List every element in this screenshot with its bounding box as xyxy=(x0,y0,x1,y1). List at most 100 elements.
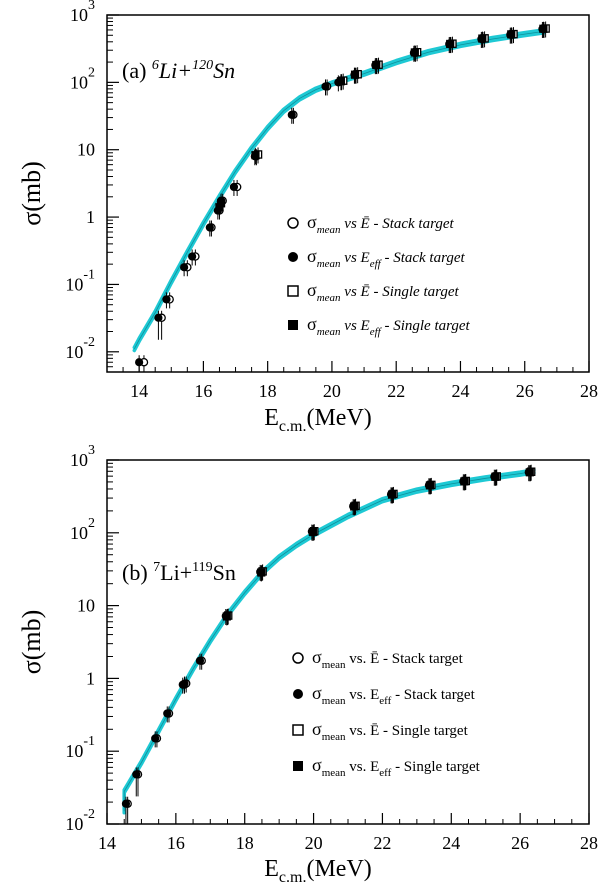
legend-energy-sub: eff xyxy=(370,326,383,338)
legend-label: σmean vs. Ē - Single target xyxy=(312,719,469,743)
fit-curve-center xyxy=(123,470,534,812)
legend-vs: vs. xyxy=(346,723,371,739)
legend-sigma: σ xyxy=(307,246,317,266)
x-tick-label: 20 xyxy=(305,833,323,853)
reaction-target: Sn xyxy=(213,58,235,83)
reaction-mass-1: 7 xyxy=(153,560,160,575)
y-tick-base: 10 xyxy=(70,450,88,470)
y-tick-exponent: -1 xyxy=(83,734,95,749)
data-point xyxy=(154,313,163,322)
x-axis-title-unit: (MeV) xyxy=(306,405,371,431)
legend-target: - Single target xyxy=(391,759,480,775)
data-point xyxy=(336,77,346,86)
data-point xyxy=(491,472,500,481)
data-point xyxy=(121,799,131,808)
y-tick-exponent: -2 xyxy=(83,807,95,822)
x-axis-title-sub: c.m. xyxy=(279,418,307,435)
legend-energy-sub: eff xyxy=(379,695,391,707)
series-filled-square xyxy=(215,21,548,217)
y-tick-base: 10 xyxy=(65,814,83,834)
legend-sigma-sub: mean xyxy=(322,767,346,779)
x-tick-label: 14 xyxy=(98,833,116,853)
y-tick-exponent: 2 xyxy=(88,516,95,531)
y-tick-label: 1 xyxy=(86,668,95,688)
legend-energy: E xyxy=(360,250,370,266)
fit-curve-lower xyxy=(122,471,536,815)
legend-sigma-sub: mean xyxy=(317,292,341,304)
legend-label: σmean vs Ē - Single target xyxy=(307,280,460,304)
data-point xyxy=(350,70,360,79)
x-axis-title-unit: (MeV) xyxy=(306,856,371,882)
x-tick-label: 14 xyxy=(130,381,148,401)
y-tick-exponent: 3 xyxy=(88,0,95,13)
y-tick-exponent: 3 xyxy=(88,443,95,458)
legend-sigma-sub: mean xyxy=(317,326,341,338)
legend-target: - Single target xyxy=(381,318,471,334)
legend-target: - Single target xyxy=(379,723,468,739)
legend-vs: vs. xyxy=(346,759,371,775)
y-tick-base: 10 xyxy=(70,72,88,92)
legend-marker-filled-square xyxy=(293,761,303,771)
y-tick-exponent: 2 xyxy=(88,65,95,80)
panel-label-letter: (a) xyxy=(122,58,152,83)
legend-energy-sub: eff xyxy=(370,258,383,270)
x-tick-label: 24 xyxy=(442,833,460,853)
legend-vs: vs. xyxy=(346,651,371,667)
legend-sigma: σ xyxy=(312,683,322,703)
data-point xyxy=(425,481,435,490)
reaction-mass-2: 120 xyxy=(192,58,213,73)
data-point xyxy=(222,612,231,621)
y-tick-base: 10 xyxy=(77,596,95,616)
legend-marker-open-circle xyxy=(292,652,304,664)
legend-vs: vs xyxy=(341,284,361,300)
y-tick-exponent: -2 xyxy=(83,335,95,350)
reaction-projectile: Li+ xyxy=(158,58,192,83)
legend-marker-filled-circle xyxy=(293,689,303,699)
data-point xyxy=(507,30,516,39)
legend-sigma-sub: mean xyxy=(322,731,346,743)
data-point xyxy=(525,468,534,477)
legend-target: - Single target xyxy=(370,284,460,300)
legend-label: σmean vs Eeff - Stack target xyxy=(307,246,466,270)
data-point xyxy=(205,223,214,232)
data-point xyxy=(446,39,455,49)
legend-target: - Stack target xyxy=(370,216,455,232)
x-tick-label: 20 xyxy=(323,381,341,401)
reaction-mass-1: 6 xyxy=(152,58,159,73)
y-tick-label: 10-1 xyxy=(65,734,95,761)
data-point xyxy=(135,358,144,367)
legend-energy-sub: eff xyxy=(379,767,391,779)
legend-energy: Ē xyxy=(360,284,370,300)
legend-target: - Stack target xyxy=(381,250,466,266)
x-tick-label: 18 xyxy=(236,833,254,853)
x-tick-label: 16 xyxy=(167,833,185,853)
legend-sigma: σ xyxy=(312,755,322,775)
legend-sigma-sub: mean xyxy=(322,695,346,707)
legend-sigma-sub: mean xyxy=(317,258,341,270)
y-tick-base: 1 xyxy=(86,668,95,688)
panel-label: (b) 7Li+119Sn xyxy=(122,560,236,585)
y-tick-label: 10 xyxy=(77,140,95,160)
legend-vs: vs. xyxy=(346,687,371,703)
legend-sigma-sub: mean xyxy=(317,224,341,236)
data-point xyxy=(132,770,141,779)
data-point xyxy=(195,656,205,665)
data-point xyxy=(321,82,330,91)
data-point xyxy=(287,110,296,119)
x-tick-label: 26 xyxy=(511,833,529,853)
y-tick-label: 1 xyxy=(86,207,95,227)
y-tick-base: 10 xyxy=(77,140,95,160)
legend-marker-open-square xyxy=(287,285,299,297)
chart-panel-a: 14 16 18 20 22 24 26 2810310210110-110-2σ(mb)Ec… xyxy=(17,0,598,435)
legend-sigma: σ xyxy=(307,212,317,232)
legend-marker-open-circle xyxy=(287,217,299,229)
data-point xyxy=(257,568,266,577)
data-point xyxy=(229,182,239,192)
x-axis-title: Ec.m.(MeV) xyxy=(264,405,372,435)
y-tick-base: 10 xyxy=(65,274,83,294)
y-axis-title: σ(mb) xyxy=(17,610,46,675)
chart-panel-b: 14 16 18 20 22 24 26 2810310210110-110-2σ(mb)Ec… xyxy=(17,443,598,882)
x-tick-label: 26 xyxy=(516,381,534,401)
data-point xyxy=(216,199,226,208)
